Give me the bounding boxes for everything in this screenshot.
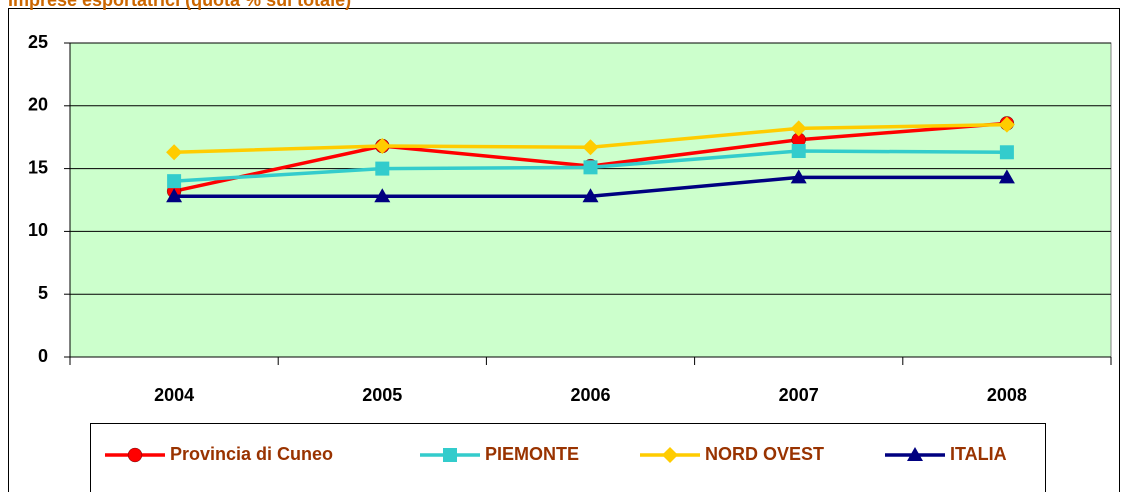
marker xyxy=(374,137,391,154)
legend-box xyxy=(90,423,1046,492)
marker xyxy=(998,169,1015,184)
x-tick-label: 2005 xyxy=(362,385,402,405)
y-tick-label: 15 xyxy=(28,157,48,177)
marker xyxy=(583,160,598,175)
legend-label: Provincia di Cuneo xyxy=(170,444,333,464)
marker xyxy=(443,448,457,462)
y-tick-label: 20 xyxy=(28,95,48,115)
marker xyxy=(999,145,1014,160)
x-tick-label: 2004 xyxy=(154,385,194,405)
y-tick-label: 0 xyxy=(38,346,48,366)
marker xyxy=(662,447,678,463)
marker xyxy=(907,447,923,461)
y-tick-label: 10 xyxy=(28,220,48,240)
marker xyxy=(790,120,807,137)
legend-label: PIEMONTE xyxy=(485,444,579,464)
legend-label: NORD OVEST xyxy=(705,444,824,464)
chart-title: Imprese esportatrici (quota % sul totale… xyxy=(8,0,351,10)
marker xyxy=(166,144,183,161)
x-tick-label: 2008 xyxy=(987,385,1027,405)
marker xyxy=(790,169,807,184)
y-tick-label: 5 xyxy=(38,283,48,303)
y-tick-label: 25 xyxy=(28,32,48,52)
x-tick-label: 2007 xyxy=(779,385,819,405)
x-tick-label: 2006 xyxy=(570,385,610,405)
marker xyxy=(166,188,183,203)
marker xyxy=(375,161,390,176)
marker xyxy=(582,188,599,203)
marker xyxy=(582,139,599,156)
marker xyxy=(127,447,143,463)
marker xyxy=(791,144,806,159)
marker xyxy=(998,116,1015,133)
marker xyxy=(167,174,182,189)
title-background xyxy=(0,0,500,8)
marker xyxy=(374,188,391,203)
legend-label: ITALIA xyxy=(950,444,1007,464)
